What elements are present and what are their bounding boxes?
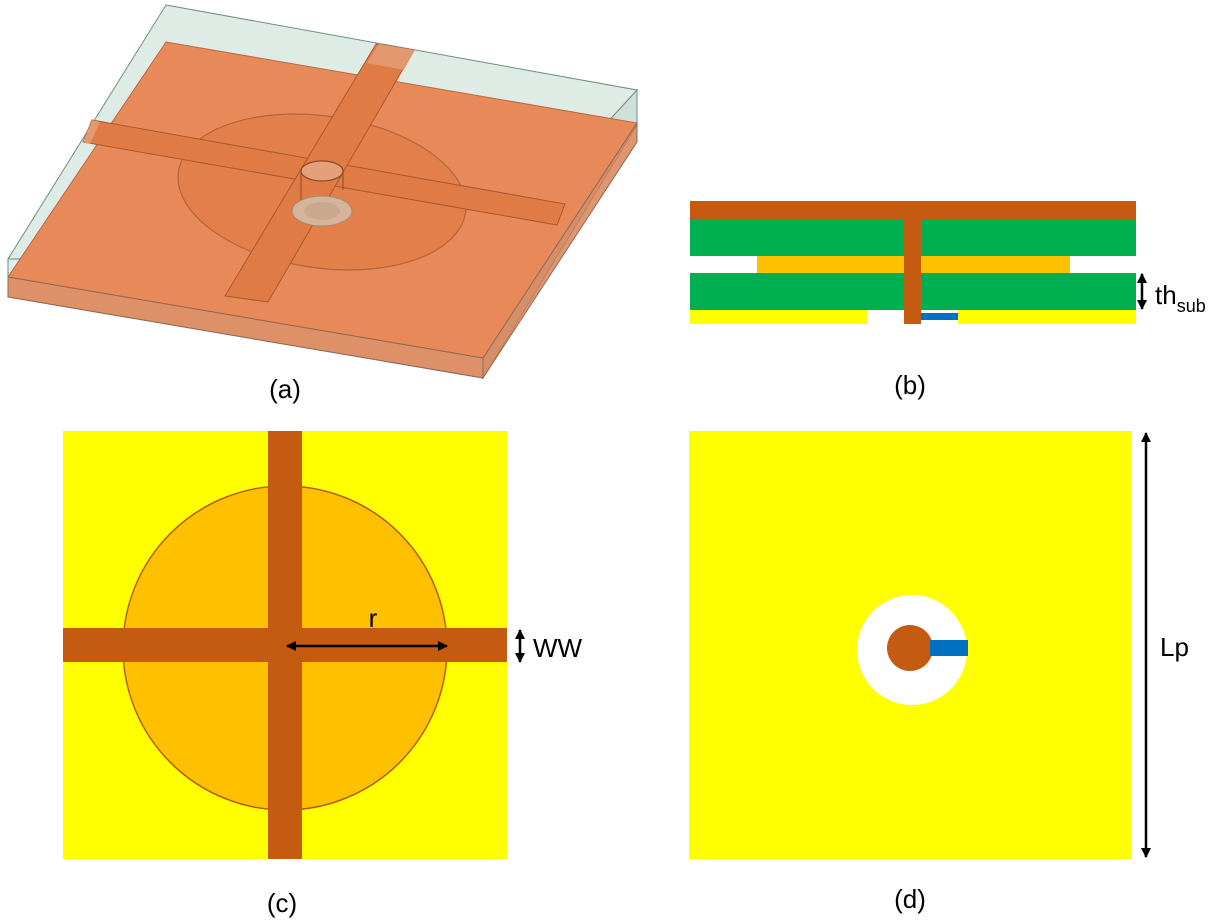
feed-pin: [887, 625, 933, 671]
caption-a: (a): [269, 374, 301, 404]
radius-label: r: [369, 603, 378, 633]
copper-right-edge: [482, 121, 638, 380]
panel-c-top-view: r WW (c): [63, 431, 583, 918]
panel-b-cross-section: thsub (b): [690, 201, 1206, 400]
caption-b: (b): [894, 370, 926, 400]
ground-left: [690, 310, 867, 324]
ground-right: [958, 310, 1136, 324]
caption-d: (d): [894, 884, 926, 914]
top-copper-layer: [690, 201, 1136, 219]
width-label: WW: [533, 633, 583, 663]
feed-stub: [930, 640, 968, 656]
strip-overhang-top: [367, 44, 415, 70]
panel-d-bottom-view: Lp (d): [689, 431, 1189, 914]
feed-line: [921, 313, 958, 320]
feed-probe-top: [300, 160, 344, 182]
feed-probe-pad: [304, 202, 340, 220]
length-label: Lp: [1160, 632, 1189, 662]
feed-via: [904, 219, 921, 324]
panel-a-isometric-view: (a): [7, 4, 638, 404]
caption-c: (c): [267, 888, 297, 918]
strip-overhang-left: [83, 120, 100, 144]
thickness-label: thsub: [1155, 280, 1206, 316]
